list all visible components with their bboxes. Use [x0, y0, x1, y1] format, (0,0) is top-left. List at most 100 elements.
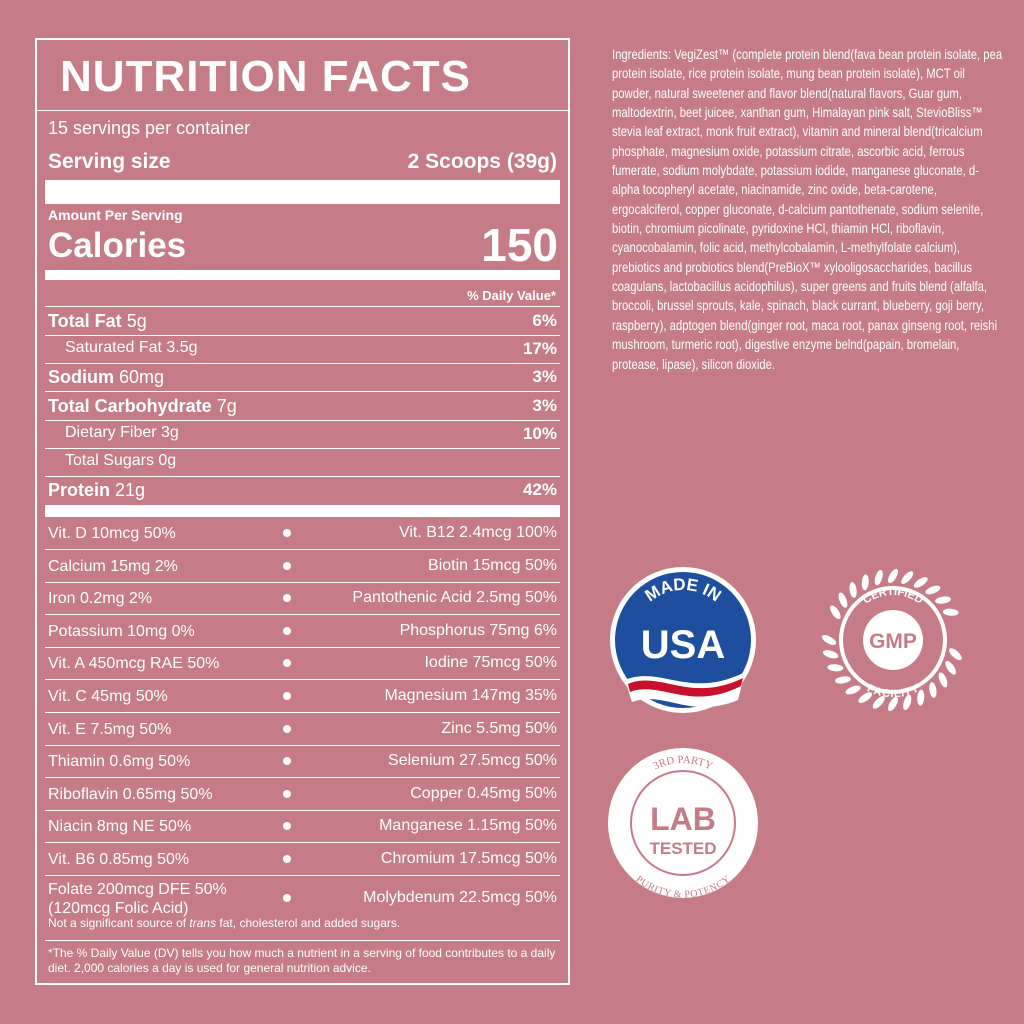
- lab-badge: 3RD PARTY LAB TESTED PURITY & POTENCY: [608, 748, 758, 900]
- rule: [45, 614, 560, 616]
- thick-rule: [45, 505, 560, 517]
- badge-ring: [839, 586, 947, 694]
- laurel-leaf: [858, 692, 873, 704]
- vitamin-right: Molybdenum 22.5mcg 50%: [363, 888, 557, 906]
- laurel-leaf: [849, 582, 857, 598]
- vitamin-right: Chromium 17.5mcg 50%: [380, 850, 557, 867]
- laurel-leaf: [821, 634, 837, 646]
- daily-value: 10%: [522, 423, 557, 443]
- vitamin-right: Manganese 1.15mg 50%: [379, 817, 557, 835]
- rule: [45, 875, 560, 876]
- vitamin-note: (120mcg Folic Acid): [48, 899, 189, 917]
- vitamin-right: Phosphorus 75mg 6%: [399, 621, 557, 639]
- badge-text: PURITY & POTENCY: [634, 874, 733, 901]
- vitamin-left: Potassium 10mg 0%: [48, 622, 195, 641]
- rule: [45, 549, 560, 550]
- footnote-text: fat, cholesterol and added sugars.: [216, 916, 401, 930]
- vitamin-text: Folate 200mcg DFE 50%: [48, 880, 227, 898]
- servings: 15 servings per container: [48, 118, 251, 138]
- vitamin-text: Iron 0.2mg 2%: [48, 590, 153, 608]
- vitamin-text: Vit. E 7.5mg 50%: [48, 720, 172, 738]
- vitamin-right: Vit. B12 2.4mcg 100%: [398, 524, 557, 541]
- daily-value: 42%: [522, 480, 557, 500]
- svg-text:CERTIFIED: CERTIFIED: [861, 586, 925, 607]
- disclaimer: *The % Daily Value (DV) tells you how mu…: [48, 946, 556, 975]
- daily-value: 3%: [532, 367, 557, 387]
- vitamin-left: Folate 200mcg DFE 50% (120mcg Folic Acid): [48, 880, 227, 918]
- panel-title: NUTRITION FACTS: [60, 52, 471, 101]
- laurel-leaf: [887, 696, 899, 712]
- laurel-leaf: [917, 689, 925, 706]
- footnote-text: trans: [189, 916, 217, 930]
- vitamin-text: Vit. A 450mcg RAE 50%: [48, 655, 220, 673]
- usa-badge: MADE IN USA: [610, 567, 756, 713]
- nutrient-name: Protein: [48, 480, 111, 501]
- vitamin-text: Calcium 15mg 2%: [48, 557, 178, 575]
- medium-rule: [45, 270, 560, 280]
- rule: [45, 809, 560, 811]
- badge-disc: [863, 610, 923, 670]
- nutrient-label: Saturated Fat 3.5g: [65, 339, 198, 357]
- laurel-leaf: [872, 696, 885, 709]
- bullet: [283, 855, 291, 863]
- badge-text: FACILITY: [865, 682, 921, 700]
- rule: [45, 744, 560, 746]
- laurel-leaf: [874, 569, 883, 586]
- gmp-badge: GMP CERTIFIED FACILITY: [821, 568, 962, 712]
- vitamin-left: Vit. D 10mcg 50%: [48, 524, 176, 543]
- badge-text: CERTIFIED: [861, 586, 925, 607]
- footnote: Not a significant source of trans fat, c…: [48, 916, 400, 930]
- vitamin-right: Selenium 27.5mcg 50%: [388, 752, 557, 770]
- vitamin-left: Vit. C 45mg 50%: [48, 687, 168, 706]
- laurel-leaf: [938, 672, 948, 688]
- daily-value-header: % Daily Value*: [467, 288, 556, 303]
- badge-ring: [610, 567, 756, 713]
- bullet: [283, 594, 291, 603]
- vitamin-text: Potassium 10mg 0%: [48, 622, 195, 640]
- bullet: [283, 561, 291, 570]
- laurel-leaf: [935, 596, 951, 604]
- laurel-leaf: [827, 664, 844, 672]
- daily-value: 17%: [522, 339, 557, 359]
- footnote-text: Not a significant source of: [48, 916, 190, 930]
- vitamin-right: Magnesium 147mg 35%: [384, 687, 557, 704]
- svg-text:PURITY & POTENCY: PURITY & POTENCY: [634, 874, 733, 901]
- vitamin-right: Copper 0.45mg 50%: [410, 784, 557, 802]
- laurel-leaf: [838, 592, 848, 608]
- rule: [45, 447, 560, 449]
- laurel-leaf: [835, 676, 851, 684]
- vitamin-left: Niacin 8mg NE 50%: [48, 817, 191, 836]
- rule: [45, 391, 560, 393]
- nutrient-name: Sodium: [48, 367, 114, 388]
- badge-main: USA: [641, 623, 725, 667]
- flag: [625, 672, 745, 708]
- nutrient-name: Dietary Fiber 3g: [65, 423, 179, 441]
- vitamin-right: Iodine 75mcg 50%: [424, 654, 557, 672]
- rule: [37, 110, 568, 111]
- svg-text:MADE IN: MADE IN: [642, 575, 725, 606]
- bullet: [283, 822, 291, 831]
- badge-ring: [630, 770, 736, 876]
- laurel-leaf: [929, 682, 937, 698]
- badge-main: LAB: [650, 801, 716, 837]
- vitamin-left: Iron 0.2mg 2%: [48, 589, 152, 608]
- calories-label: Calories: [48, 226, 187, 265]
- vitamin-text: Vit. C 45mg 50%: [48, 688, 168, 705]
- bullet: [283, 529, 291, 537]
- bullet: [283, 692, 291, 700]
- nutrient-name: Saturated Fat 3.5g: [65, 339, 198, 357]
- flag-stripe: [628, 678, 743, 697]
- svg-text:3RD PARTY: 3RD PARTY: [651, 754, 714, 773]
- rule: [45, 646, 560, 648]
- svg-text:FACILITY: FACILITY: [865, 682, 921, 700]
- nutrient-amount: 7g: [216, 395, 237, 416]
- laurel-leaf: [845, 685, 861, 695]
- laurel-leaf: [949, 648, 962, 661]
- thick-rule: [45, 180, 560, 204]
- bullet: [283, 757, 291, 766]
- laurel-leaf: [925, 585, 941, 595]
- vitamin-text: Vit. D 10mcg 50%: [48, 525, 176, 542]
- bullet: [283, 893, 291, 902]
- vitamin-right: Pantothenic Acid 2.5mg 50%: [352, 589, 557, 607]
